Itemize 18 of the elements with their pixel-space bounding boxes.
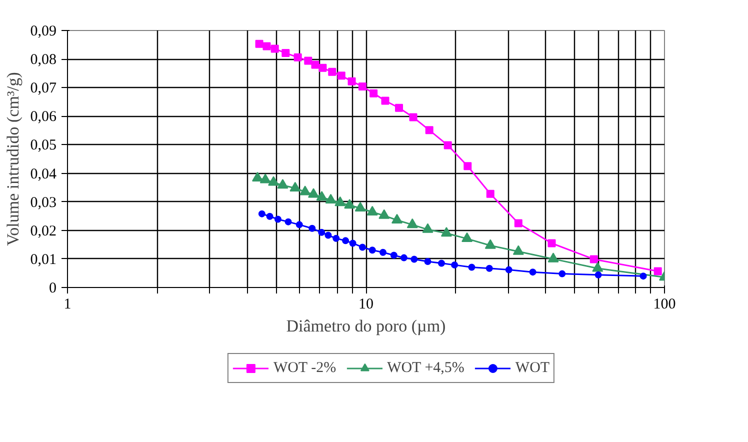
y-tick-label: 0,06 — [30, 109, 57, 126]
y-tick-label: 0,02 — [30, 223, 56, 240]
y-tick-label: 0,01 — [30, 252, 56, 268]
y-tick-label: 0,05 — [30, 138, 56, 154]
y-tick-label: 0,09 — [30, 24, 56, 40]
legend-label: WOT -2% — [273, 360, 336, 376]
y-tick-label: 0,03 — [30, 194, 56, 211]
x-tick-label: 10 — [358, 296, 374, 312]
y-tick-label: 0 — [49, 280, 56, 296]
y-tick-label: 0,07 — [30, 80, 57, 97]
legend-label: WOT +4,5% — [387, 360, 464, 376]
x-axis-title: Diâmetro do poro (µm) — [286, 316, 446, 336]
legend-label: WOT — [515, 360, 550, 376]
y-tick-label: 0,08 — [30, 52, 56, 68]
x-tick-label: 100 — [653, 296, 676, 312]
y-tick-label: 0,04 — [30, 166, 57, 182]
x-tick-label: 1 — [64, 296, 72, 312]
y-axis-title: Volume intrudido (cm³/g) — [3, 72, 22, 246]
